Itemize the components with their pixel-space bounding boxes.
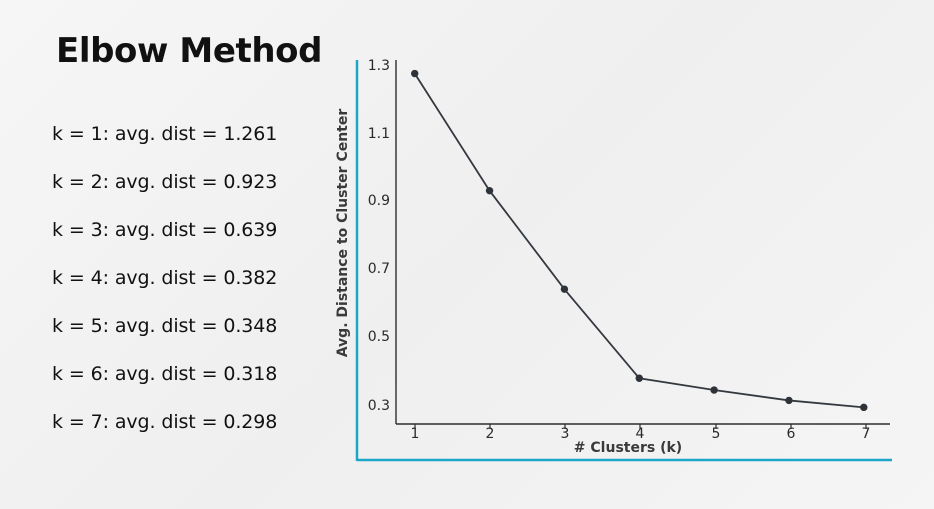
x-tick-label: 4 [636, 426, 645, 442]
data-point-k4 [635, 374, 643, 382]
result-line-k5: k = 5: avg. dist = 0.348 [52, 315, 278, 337]
data-point-k2 [485, 186, 494, 195]
result-line-k2: k = 2: avg. dist = 0.923 [52, 171, 278, 193]
x-tick-label: 7 [862, 426, 871, 442]
x-tick-label: 5 [712, 426, 721, 442]
result-line-k3: k = 3: avg. dist = 0.639 [52, 219, 278, 241]
result-line-k7: k = 7: avg. dist = 0.298 [52, 411, 278, 433]
series-line [413, 73, 864, 409]
result-line-k1: k = 1: avg. dist = 1.261 [52, 123, 278, 145]
data-points [411, 69, 868, 412]
data-point-k1 [411, 69, 419, 78]
elbow-chart: 1.3 1.1 0.9 0.7 0.5 0.3 1 2 3 4 5 6 7 # … [320, 48, 910, 478]
y-tick-label: 0.3 [368, 398, 390, 414]
x-tick-label: 1 [411, 426, 420, 442]
y-axis-title: Avg. Distance to Cluster Center [335, 109, 351, 358]
data-point-k5 [710, 386, 718, 394]
elbow-chart-svg: 1.3 1.1 0.9 0.7 0.5 0.3 1 2 3 4 5 6 7 # … [335, 58, 892, 462]
x-axis-title: # Clusters (k) [574, 440, 682, 456]
results-list: k = 1: avg. dist = 1.261 k = 2: avg. dis… [52, 121, 322, 457]
y-tick-label: 1.3 [368, 58, 390, 74]
result-line-k4: k = 4: avg. dist = 0.382 [52, 267, 278, 289]
x-tick-label: 6 [787, 426, 796, 442]
y-tick-label: 1.1 [368, 126, 390, 142]
x-tick-label: 3 [561, 426, 570, 442]
y-tick-label: 0.7 [368, 261, 390, 277]
x-tick-label: 2 [486, 426, 495, 442]
data-point-k7 [860, 403, 868, 412]
y-tick-label: 0.5 [368, 329, 390, 345]
result-line-k6: k = 6: avg. dist = 0.318 [52, 363, 278, 385]
y-tick-label: 0.9 [368, 193, 390, 209]
data-point-k6 [785, 396, 793, 405]
page-title: Elbow Method [56, 31, 323, 71]
data-point-k3 [560, 285, 569, 293]
